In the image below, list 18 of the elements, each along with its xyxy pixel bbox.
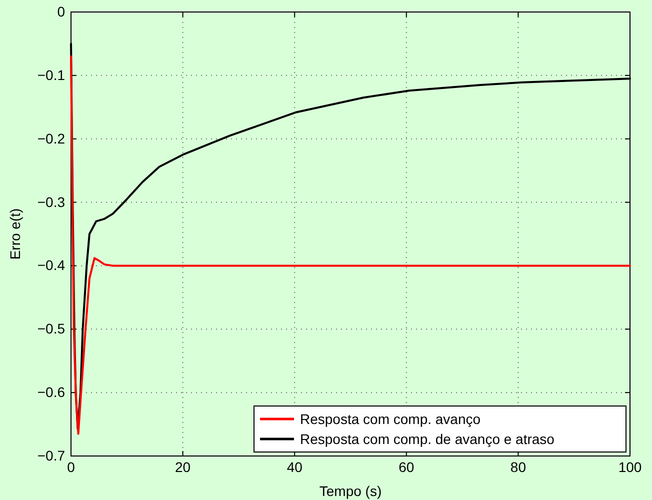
legend-label: Resposta com comp. de avanço e atraso [300,431,555,447]
y-tick-label: 0 [57,3,66,20]
y-tick-label: −0.4 [37,257,66,274]
y-axis-title: Erro e(t) [7,208,23,260]
y-tick-label: −0.3 [37,194,66,210]
y-tick-label: −0.7 [37,447,66,464]
y-tick-label: −0.2 [37,130,66,146]
x-tick-label: 40 [286,458,303,475]
y-tick-label: −0.5 [37,320,66,337]
x-tick-label: 20 [175,458,191,475]
x-tick-label: 80 [510,458,526,475]
y-tick-label: −0.1 [37,66,66,83]
y-tick-label: −0.6 [37,384,66,400]
legend-label: Resposta com comp. avanço [300,411,481,427]
x-tick-label: 0 [67,458,76,475]
x-axis-title: Tempo (s) [319,483,382,499]
x-tick-label: 60 [398,458,414,475]
x-tick-label: 100 [618,458,642,475]
